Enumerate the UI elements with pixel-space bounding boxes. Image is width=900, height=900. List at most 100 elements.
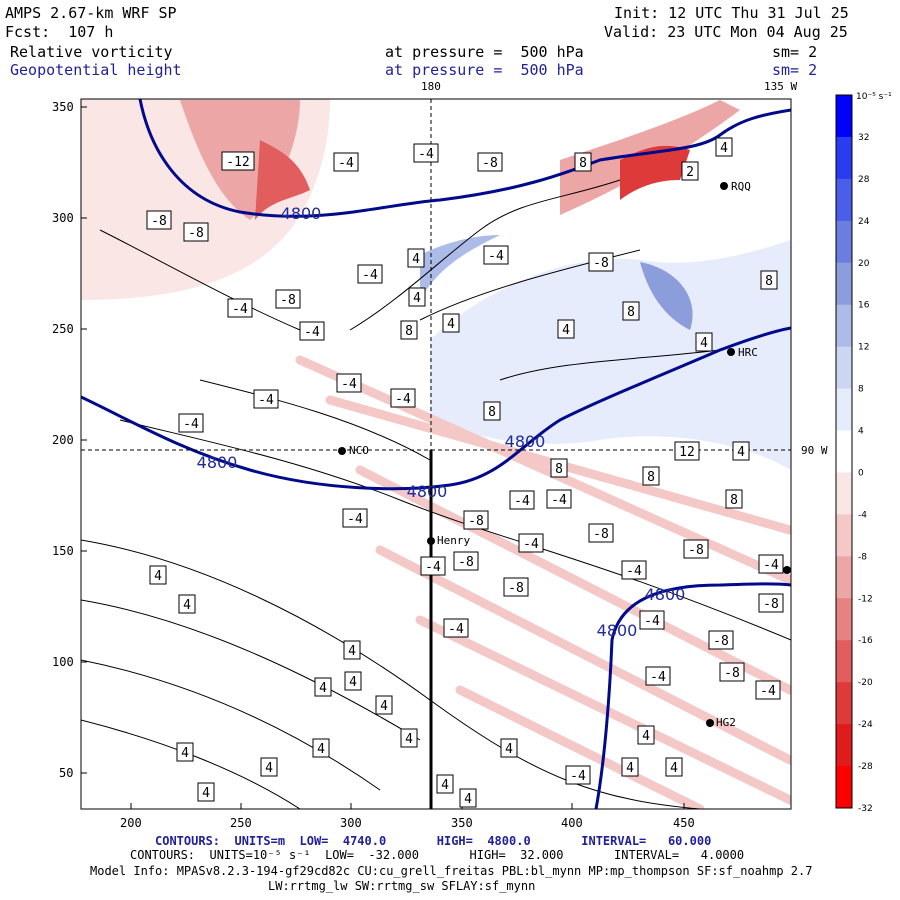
colorbar-label: 20 bbox=[858, 259, 870, 269]
y-tick-label: 50 bbox=[59, 766, 74, 780]
contour-label: 2 bbox=[686, 165, 694, 180]
footer-model-info: Model Info: MPASv8.2.3-194-gf29cd82c CU:… bbox=[90, 864, 813, 878]
contour-label-box bbox=[715, 137, 733, 157]
colorbar-swatch bbox=[836, 262, 852, 306]
contour-label-box bbox=[546, 489, 572, 509]
contour-label: -8 bbox=[280, 293, 296, 308]
colorbar-swatch bbox=[836, 430, 852, 473]
contour-label: 4 bbox=[412, 252, 420, 267]
contour-label-box bbox=[755, 680, 781, 700]
contour-label-box bbox=[642, 466, 660, 486]
contour-label-box bbox=[483, 245, 509, 265]
lon-180-label: 180 bbox=[421, 80, 441, 93]
valid-time: Valid: 23 UTC Mon 04 Aug 25 bbox=[604, 23, 848, 41]
contour-label-box bbox=[588, 523, 614, 543]
contour-label: -8 bbox=[724, 666, 740, 681]
colorbar-label: -16 bbox=[858, 636, 873, 646]
footer-contours-vorticity: CONTOURS: UNITS=10⁻⁵ s⁻¹ LOW= -32.000 HI… bbox=[130, 848, 745, 862]
contour-label-box bbox=[639, 610, 665, 630]
contour-label: -4 bbox=[763, 558, 779, 573]
contour-label-box bbox=[390, 388, 416, 408]
contour-label-box bbox=[407, 248, 425, 268]
x-tick-label: 300 bbox=[340, 816, 362, 830]
colorbar-swatch bbox=[836, 640, 852, 683]
colorbar-swatch bbox=[836, 556, 852, 599]
contour-label-box bbox=[260, 757, 278, 777]
contour-label: 4 bbox=[317, 742, 325, 757]
height-contour-label: 4800 bbox=[645, 585, 686, 604]
contour-label-box bbox=[408, 287, 426, 307]
station-nco-marker bbox=[338, 447, 346, 455]
colorbar-swatch bbox=[836, 766, 852, 809]
contour-label-box bbox=[178, 413, 204, 433]
contour-label: -4 bbox=[347, 512, 363, 527]
height-contour-4800-south bbox=[594, 582, 791, 809]
contour-label-box bbox=[565, 765, 591, 785]
contour-label: -8 bbox=[188, 226, 204, 241]
contour-label-box bbox=[253, 389, 279, 409]
contour-label-box bbox=[336, 373, 362, 393]
y-tick-label: 250 bbox=[52, 322, 74, 336]
contour-label-box bbox=[299, 321, 325, 341]
contour-label-box bbox=[708, 630, 734, 650]
contour-label: -4 bbox=[523, 537, 539, 552]
colorbar-label: -8 bbox=[858, 552, 867, 562]
contour-label: -4 bbox=[488, 249, 504, 264]
contour-label-box bbox=[221, 151, 255, 171]
contour-label-box bbox=[574, 152, 592, 172]
contour-label: -8 bbox=[151, 214, 167, 229]
contour-label: 8 bbox=[627, 305, 635, 320]
field2-smoothing: sm= 2 bbox=[772, 61, 818, 79]
colorbar-label: 12 bbox=[858, 343, 869, 353]
colorbar-label: 32 bbox=[858, 133, 869, 143]
contour-label: 4 bbox=[464, 792, 472, 807]
contour-label-box bbox=[732, 441, 750, 461]
colorbar-label: 16 bbox=[858, 301, 870, 311]
contour-label: 4 bbox=[154, 569, 162, 584]
colorbar-swatch bbox=[836, 220, 852, 264]
contour-label-box bbox=[176, 742, 194, 762]
contour-label-box bbox=[557, 319, 575, 339]
contour-label-box bbox=[758, 554, 784, 574]
field1-name: Relative vorticity bbox=[10, 43, 173, 61]
contour-label: -4 bbox=[304, 325, 320, 340]
contour-label-box bbox=[500, 738, 518, 758]
contour-label-box bbox=[459, 788, 477, 808]
contour-label-box bbox=[477, 152, 503, 172]
contour-label: 4 bbox=[319, 681, 327, 696]
colorbar-label: -24 bbox=[858, 720, 873, 730]
x-tick-label: 350 bbox=[451, 816, 473, 830]
colorbar-label: -4 bbox=[858, 510, 867, 520]
contour-label: -4 bbox=[338, 156, 354, 171]
contour-label-box bbox=[758, 593, 784, 613]
contour-label-box bbox=[621, 757, 639, 777]
contour-label: -4 bbox=[183, 417, 199, 432]
contour-label-box bbox=[503, 577, 529, 597]
contour-label: 4 bbox=[405, 732, 413, 747]
x-tick-label: 200 bbox=[120, 816, 142, 830]
colorbar-swatch bbox=[836, 724, 852, 767]
height-contour-4800-mid bbox=[81, 326, 791, 491]
contour-label-box bbox=[695, 332, 713, 352]
contour-label-box bbox=[197, 782, 215, 802]
contour-label-box bbox=[227, 298, 253, 318]
field2-name: Geopotential height bbox=[10, 61, 182, 79]
contour-label: 4 bbox=[447, 317, 455, 332]
contour-label-box bbox=[342, 508, 368, 528]
height-contour-label: 4800 bbox=[407, 482, 448, 501]
contour-label: 4 bbox=[626, 761, 634, 776]
contour-label: -8 bbox=[482, 156, 498, 171]
contour-label: 4 bbox=[348, 644, 356, 659]
contour-label: -8 bbox=[688, 543, 704, 558]
contour-label: 4 bbox=[562, 323, 570, 338]
contour-labels: -12 -4 -4 -8 -8 -8 -4 -4 -8 -4 -4 -4 -4 -4 -4 -8 -4 -8 -4 -… bbox=[146, 137, 784, 808]
contour-label-box bbox=[183, 222, 209, 242]
station-henry-marker bbox=[427, 537, 435, 545]
colorbar-unit: 10⁻⁵ s⁻¹ bbox=[856, 92, 892, 102]
colorbar-swatch bbox=[836, 95, 852, 138]
contour-label-box bbox=[314, 677, 332, 697]
model-title: AMPS 2.67-km WRF SP bbox=[5, 4, 177, 22]
contour-label: 8 bbox=[730, 493, 738, 508]
contour-label: -4 bbox=[570, 769, 586, 784]
